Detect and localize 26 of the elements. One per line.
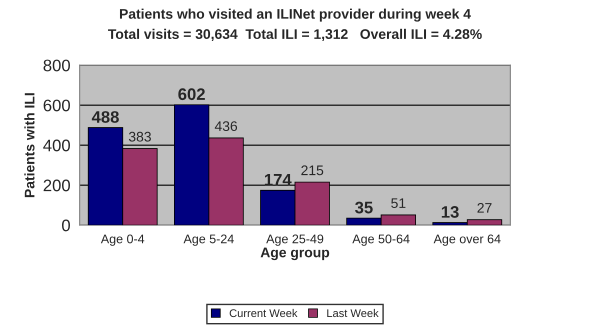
data-label: 436 (214, 121, 238, 132)
chart-subtitle: Total visits = 30,634 Total ILI = 1,312 Overall ILI = 4.28% (108, 28, 482, 42)
x-tick-label: Age 0-4 (100, 234, 144, 246)
data-label: 35 (355, 202, 373, 214)
data-label: 13 (442, 206, 459, 218)
data-label: 51 (391, 198, 406, 208)
y-tick-label: 400 (43, 140, 70, 152)
legend-label: Current Week (230, 308, 298, 318)
legend-label: Last Week (327, 308, 379, 318)
data-label: 488 (92, 111, 119, 123)
x-tick-label: Age over 64 (434, 234, 501, 246)
y-tick-label: 800 (44, 60, 70, 72)
data-label: 174 (264, 174, 292, 186)
y-axis-title: Patients with ILI (24, 93, 35, 198)
data-label: 215 (301, 165, 324, 176)
x-tick-label: Age 5-24 (184, 234, 234, 246)
chart-title: Patients who visited an ILINet provider during week 4 (120, 8, 471, 22)
data-label: 602 (178, 88, 205, 100)
y-tick-label: 600 (44, 100, 70, 112)
y-tick-label: 0 (62, 220, 70, 232)
x-tick-label: Age 25-49 (266, 234, 324, 246)
data-label: 383 (128, 132, 151, 142)
data-label: 27 (477, 202, 492, 213)
x-axis-title: Age group (260, 248, 330, 260)
y-tick-label: 200 (44, 180, 70, 192)
x-tick-label: Age 50-64 (352, 234, 410, 246)
